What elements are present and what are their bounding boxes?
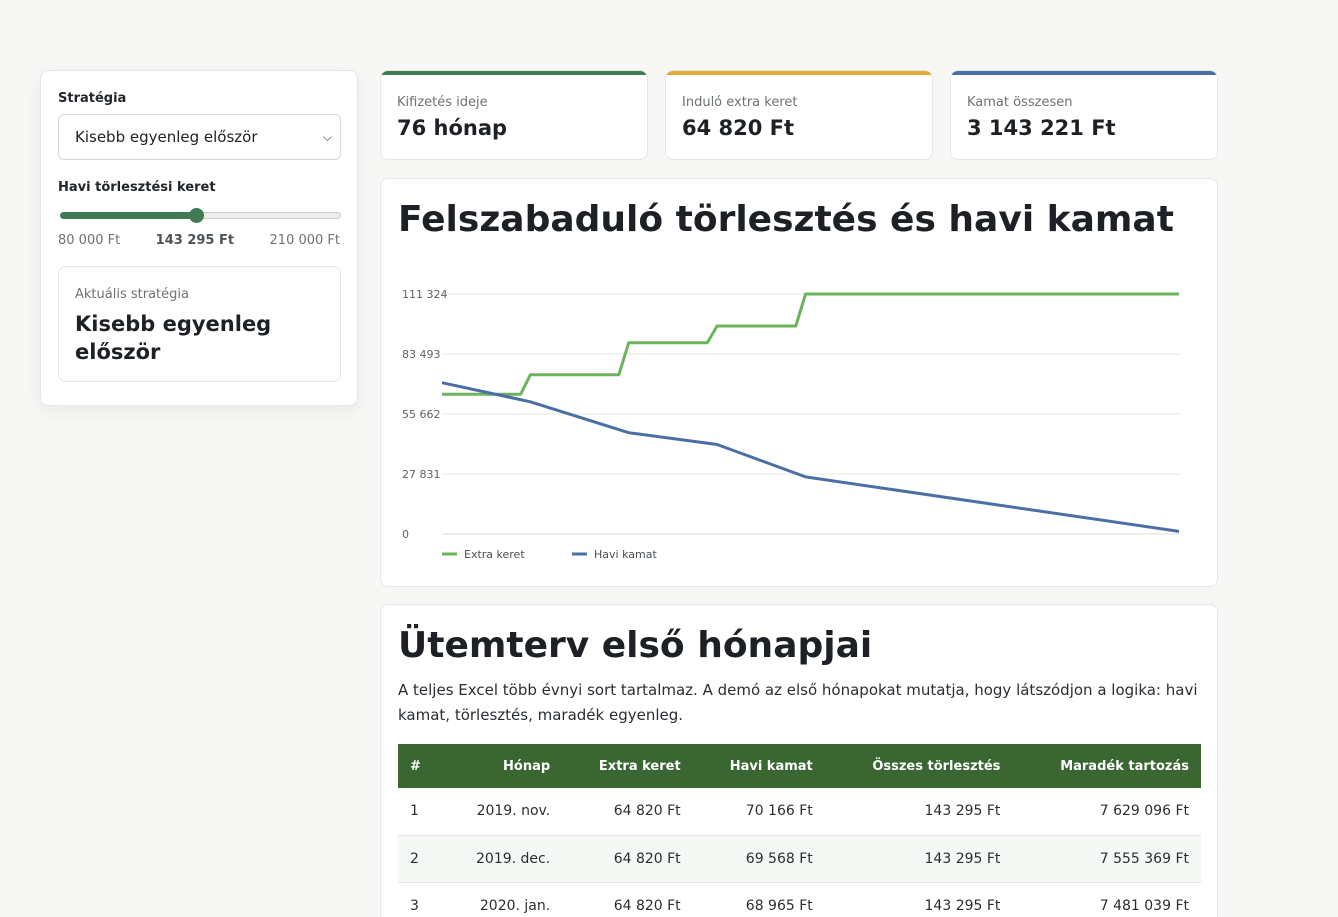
strategy-label: Stratégia	[58, 91, 127, 106]
table-cell: 143 295 Ft	[824, 835, 1013, 883]
schedule-table: # Hónap Extra keret Havi kamat Összes tö…	[398, 744, 1201, 917]
budget-slider[interactable]	[58, 207, 341, 223]
strategy-select[interactable]: Kisebb egyenleg először ⌵	[58, 114, 341, 160]
table-row: 3 2020. jan. 64 820 Ft 68 965 Ft 143 295…	[398, 882, 1201, 917]
budget-label: Havi törlesztési keret	[58, 180, 216, 195]
kpi-card-payoff-time: Kifizetés ideje 76 hónap	[380, 70, 648, 160]
current-strategy-card: Aktuális stratégia Kisebb egyenleg elősz…	[58, 266, 341, 382]
table-cell: 7 629 096 Ft	[1012, 788, 1201, 836]
column-header: Hónap	[503, 758, 551, 774]
table-cell: 64 820 Ft	[562, 788, 693, 836]
table-cell: 64 820 Ft	[562, 882, 693, 917]
settings-sidebar: Stratégia Kisebb egyenleg először ⌵ Havi…	[40, 70, 358, 406]
schedule-title: Ütemterv első hónapjai	[398, 625, 873, 666]
table-row: 1 2019. nov. 64 820 Ft 70 166 Ft 143 295…	[398, 788, 1201, 836]
chart-title: Felszabaduló törlesztés és havi kamat	[398, 199, 1174, 240]
schedule-panel: Ütemterv első hónapjai A teljes Excel tö…	[380, 604, 1218, 917]
kpi-value: 3 143 221 Ft	[967, 116, 1116, 140]
y-tick-label: 27 831	[402, 468, 441, 481]
y-tick-label: 0	[402, 528, 409, 541]
slider-thumb[interactable]	[189, 208, 205, 223]
slider-min-label: 80 000 Ft	[58, 233, 121, 248]
slider-current-value: 143 295 Ft	[155, 233, 235, 248]
table-cell: 69 568 Ft	[692, 835, 825, 883]
column-header: Havi kamat	[729, 758, 813, 774]
chevron-down-icon: ⌵	[322, 129, 332, 144]
table-cell: 2	[398, 835, 442, 883]
slider-max-label: 210 000 Ft	[269, 233, 340, 248]
current-strategy-value: Kisebb egyenleg először	[75, 312, 272, 364]
table-cell: 64 820 Ft	[562, 835, 693, 883]
strategy-select-value: Kisebb egyenleg először	[75, 128, 258, 146]
kpi-label: Kifizetés ideje	[397, 95, 488, 110]
kpi-label: Induló extra keret	[682, 95, 798, 110]
legend-label: Extra keret	[464, 548, 525, 561]
table-cell: 7 555 369 Ft	[1012, 835, 1201, 883]
y-tick-label: 55 662	[402, 408, 441, 421]
series-line-havi-kamat	[441, 381, 1180, 533]
table-cell: 143 295 Ft	[824, 788, 1013, 836]
table-cell: 2019. dec.	[441, 835, 563, 883]
table-cell: 68 965 Ft	[692, 882, 825, 917]
column-header: Extra keret	[598, 758, 681, 774]
column-header: Összes törlesztés	[872, 758, 1001, 774]
slider-fill	[60, 212, 197, 219]
kpi-card-extra-budget: Induló extra keret 64 820 Ft	[665, 70, 933, 160]
table-row: 2 2019. dec. 64 820 Ft 69 568 Ft 143 295…	[398, 835, 1201, 883]
kpi-label: Kamat összesen	[967, 95, 1073, 110]
table-cell: 3	[398, 882, 442, 917]
schedule-description: A teljes Excel több évnyi sort tartalmaz…	[398, 681, 1198, 724]
kpi-value: 64 820 Ft	[682, 116, 795, 140]
current-strategy-label: Aktuális stratégia	[75, 287, 189, 302]
table-cell: 7 481 039 Ft	[1012, 882, 1201, 917]
table-cell: 2020. jan.	[441, 882, 563, 917]
table-header-row: # Hónap Extra keret Havi kamat Összes tö…	[398, 744, 1201, 788]
table-cell: 70 166 Ft	[692, 788, 825, 836]
y-tick-label: 83 493	[402, 348, 441, 361]
line-chart: 0 27 831 55 662 83 493 111 324 Extra keret Hav…	[402, 288, 1180, 561]
column-header: Maradék tartozás	[1060, 758, 1189, 774]
legend-label: Havi kamat	[594, 548, 657, 561]
table-cell: 2019. nov.	[441, 788, 563, 836]
column-header: #	[410, 758, 421, 774]
table-cell: 143 295 Ft	[824, 882, 1013, 917]
chart-panel: Felszabaduló törlesztés és havi kamat 0 2…	[380, 178, 1218, 587]
table-cell: 1	[398, 788, 442, 836]
series-line-extra-keret	[442, 292, 1179, 396]
kpi-value: 76 hónap	[397, 116, 508, 140]
y-tick-label: 111 324	[402, 288, 448, 301]
kpi-card-total-interest: Kamat összesen 3 143 221 Ft	[950, 70, 1218, 160]
